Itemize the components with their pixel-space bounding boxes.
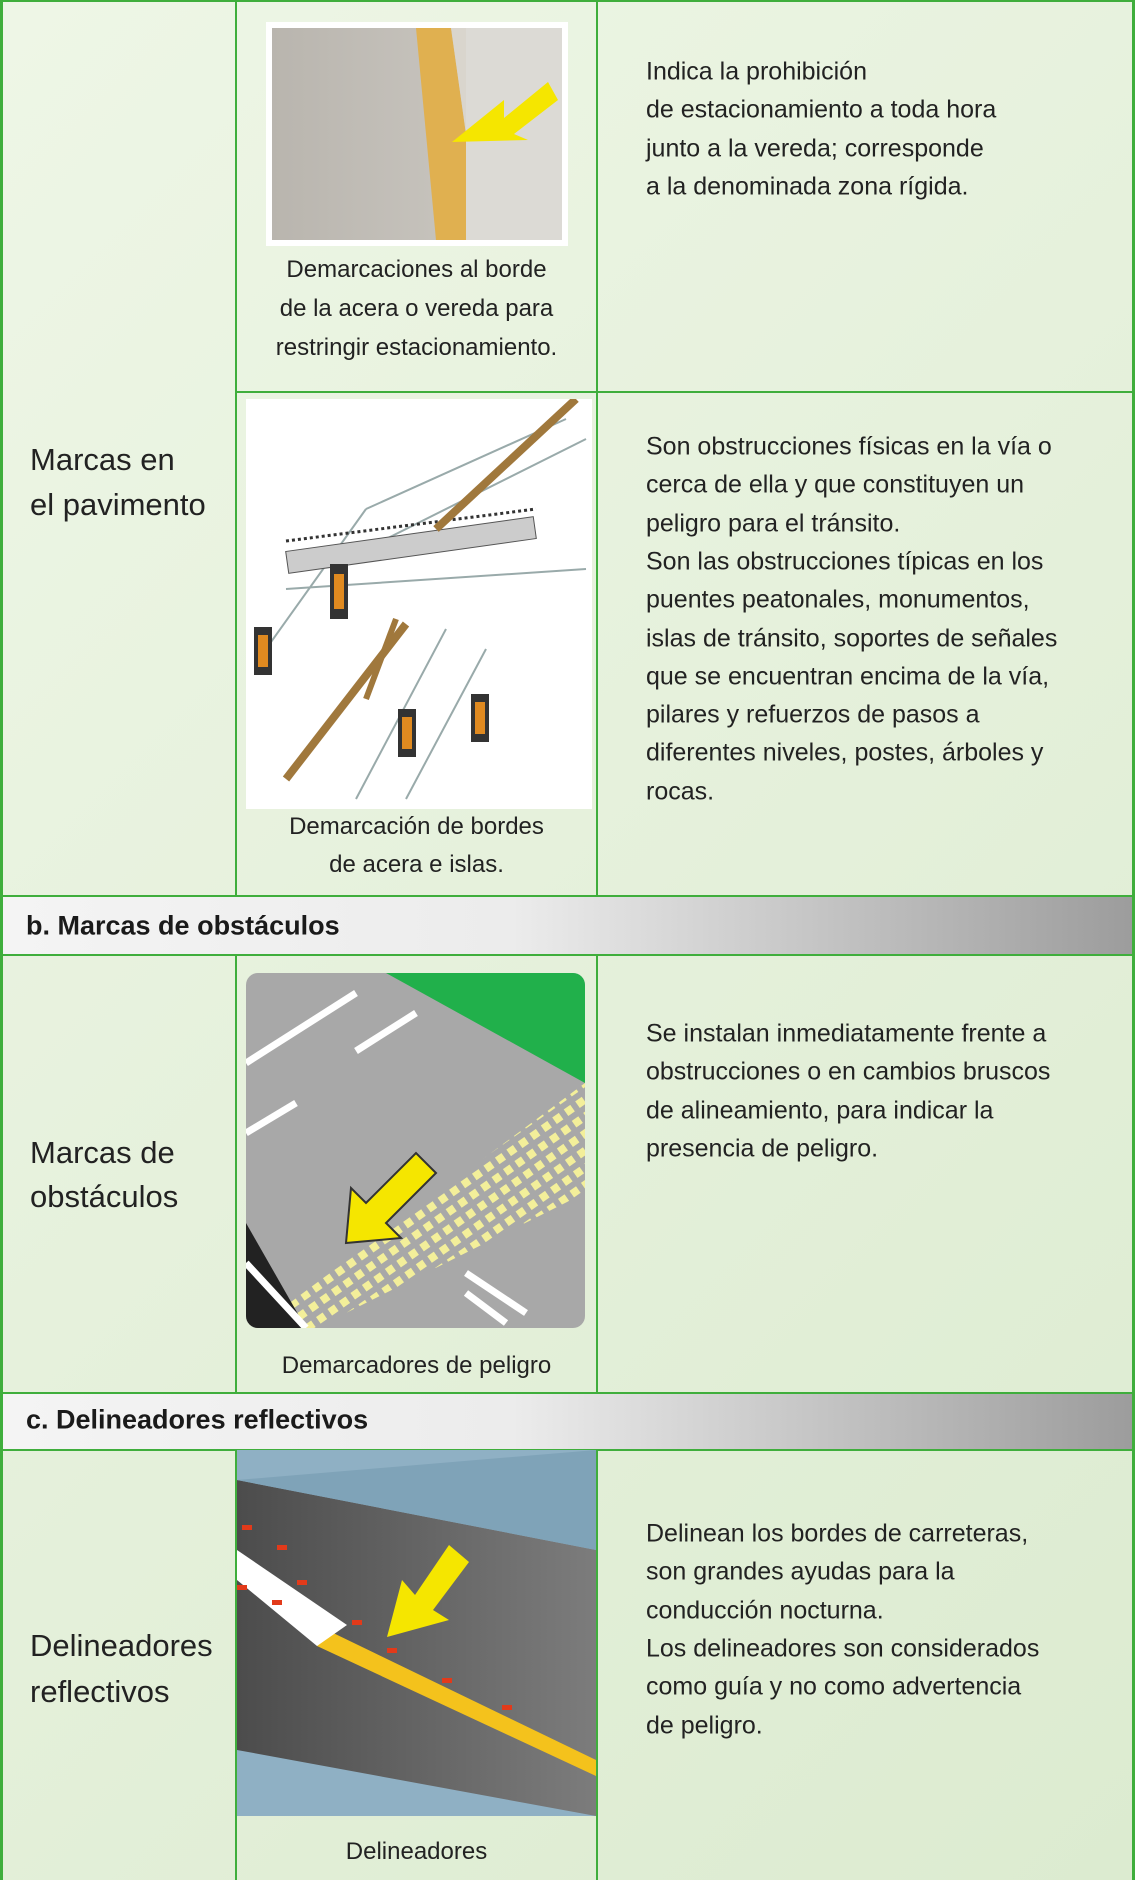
- row-label: el pavimento: [30, 487, 206, 522]
- description-line: como guía y no como advertencia: [646, 1672, 1022, 1701]
- section-header: [0, 896, 1135, 955]
- image-caption: de acera e islas.: [329, 851, 504, 878]
- description-line: de alineamiento, para indicar la: [646, 1096, 994, 1125]
- border: [1132, 0, 1135, 1880]
- description-line: peligro para el tránsito.: [646, 509, 901, 538]
- border: [0, 954, 1135, 956]
- border: [0, 0, 1135, 2]
- image-caption: Demarcaciones al borde: [286, 256, 547, 283]
- border: [0, 0, 3, 1880]
- image-caption: restringir estacionamiento.: [275, 334, 558, 361]
- row-label: Delineadores: [30, 1628, 213, 1663]
- description-line: puentes peatonales, monumentos,: [646, 585, 1030, 614]
- description-line: pilares y refuerzos de pasos a: [646, 700, 980, 729]
- border: [0, 1392, 1135, 1394]
- description-line: Los delineadores son considerados: [646, 1634, 1040, 1663]
- border: [596, 1450, 598, 1880]
- description-line: son grandes ayudas para la: [646, 1557, 955, 1586]
- description-line: junto a la vereda; corresponde: [646, 134, 984, 163]
- description-line: Se instalan inmediatamente frente a: [646, 1019, 1047, 1048]
- description-line: a la denominada zona rígida.: [646, 172, 969, 201]
- description-line: de estacionamiento a toda hora: [646, 95, 997, 124]
- row-label: Marcas de: [30, 1135, 175, 1170]
- description-line: Son obstrucciones físicas en la vía o: [646, 432, 1052, 461]
- section-header: [0, 1393, 1135, 1450]
- description-line: presencia de peligro.: [646, 1134, 879, 1163]
- description-line: cerca de ella y que constituyen un: [646, 470, 1025, 499]
- border: [235, 0, 237, 896]
- hazard-marking-image: [246, 973, 585, 1328]
- section-heading: b. Marcas de obstáculos: [26, 910, 340, 941]
- border: [235, 1450, 237, 1880]
- border: [235, 955, 237, 1393]
- row-label: obstáculos: [30, 1179, 179, 1214]
- border: [0, 895, 1135, 897]
- border: [236, 391, 1135, 393]
- description-line: Son las obstrucciones típicas en los: [646, 547, 1044, 576]
- description-line: rocas.: [646, 777, 715, 806]
- edge-marking-image: [246, 399, 592, 809]
- section-heading: c. Delineadores reflectivos: [26, 1404, 369, 1435]
- image-caption: Delineadores: [345, 1838, 488, 1865]
- image-caption: Demarcadores de peligro: [281, 1352, 552, 1379]
- delineator-image: [237, 1450, 596, 1816]
- description-line: Indica la prohibición: [646, 57, 867, 86]
- image-caption: Demarcación de bordes: [289, 813, 544, 840]
- row-label: reflectivos: [30, 1674, 170, 1709]
- image-caption: de la acera o vereda para: [279, 295, 554, 322]
- description-line: islas de tránsito, soportes de señales: [646, 624, 1058, 652]
- description-line: Delinean los bordes de carreteras,: [646, 1519, 1029, 1548]
- border: [596, 955, 598, 1393]
- description-line: de peligro.: [646, 1711, 763, 1739]
- description-line: obstrucciones o en cambios bruscos: [646, 1057, 1051, 1086]
- description-line: conducción nocturna.: [646, 1596, 884, 1625]
- border: [596, 0, 598, 896]
- curb-image: [266, 22, 568, 246]
- description-line: diferentes niveles, postes, árboles y: [646, 738, 1044, 767]
- description-line: que se encuentran encima de la vía,: [646, 662, 1050, 691]
- row-label: Marcas en: [30, 442, 175, 477]
